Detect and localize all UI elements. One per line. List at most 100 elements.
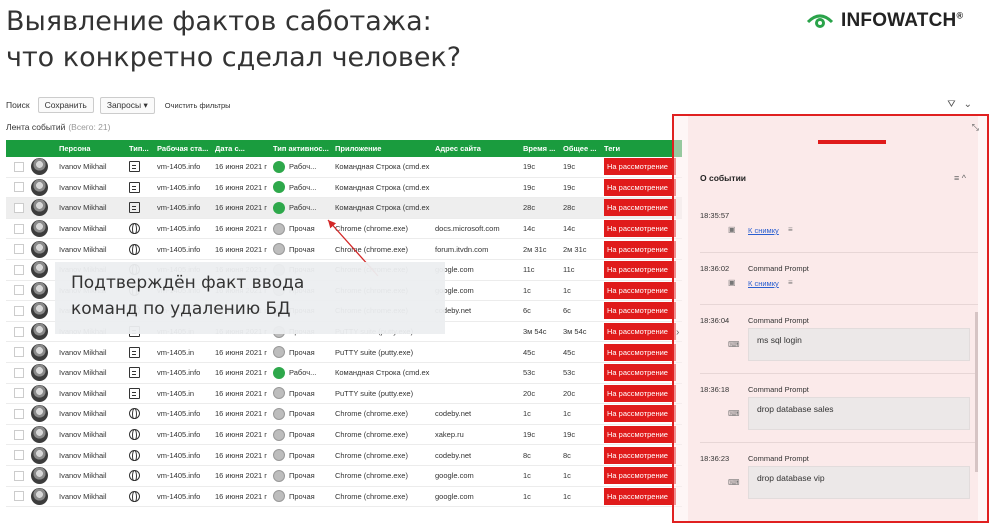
row-checkbox[interactable] [6,347,28,358]
table-row[interactable]: Ivanov Mikhail vm-1405.info 16 июня 2021 г… [6,157,682,178]
copy-icon[interactable]: ≡ [788,278,793,287]
row-tag[interactable]: На рассмотрение [604,467,676,485]
queries-dropdown[interactable]: Запросы ▾ [99,96,155,114]
row-total: 53с [563,368,576,378]
row-tag[interactable]: На рассмотрение [604,178,676,196]
row-checkbox[interactable] [6,223,28,234]
row-tag[interactable]: На рассмотрение [604,405,676,423]
clear-filters-button[interactable]: Очистить фильтры [164,100,231,110]
row-tag[interactable]: На рассмотрение [604,261,676,279]
row-total: 1с [563,409,571,419]
row-tag[interactable]: На рассмотрение [604,343,676,361]
snapshot-link[interactable]: К снимку [748,279,779,288]
row-checkbox[interactable] [6,305,28,316]
row-total: 19с [563,162,576,172]
row-activity: Прочая [270,469,332,482]
row-checkbox[interactable] [6,491,28,502]
row-checkbox[interactable] [6,202,28,213]
row-workstation: vm-1405.in [157,347,195,357]
row-time: 20с [523,388,536,398]
row-checkbox[interactable] [6,264,28,275]
panel-sort-collapse-icons[interactable]: ≡ ^ [954,173,966,183]
collapse-icon[interactable]: ⌄ [963,99,972,110]
row-date: 16 июня 2021 г [215,347,268,357]
expand-icon[interactable]: ⤡ [971,122,979,132]
header-activity[interactable]: Тип активнос... [273,144,329,153]
header-site[interactable]: Адрес сайта [435,144,481,153]
globe-icon [126,449,154,461]
save-button[interactable]: Сохранить [37,97,94,113]
feed-label: Лента событий (Всего: 21) [6,122,110,132]
table-row[interactable]: Ivanov Mikhail vm-1405.info 16 июня 2021 г… [6,239,682,260]
row-app: Командная Строка (cmd.ex [335,182,430,192]
table-row[interactable]: Ivanov Mikhail vm-1405.info 16 июня 2021 г… [6,178,682,199]
table-row[interactable]: Ivanov Mikhail vm-1405.info 16 июня 2021 г… [6,219,682,240]
status-badge: На рассмотрение [604,199,676,217]
row-checkbox[interactable] [6,326,28,337]
row-checkbox[interactable] [6,388,28,399]
panel-scrollbar[interactable] [975,312,978,472]
row-workstation: vm-1405.info [157,450,201,460]
avatar [28,446,56,464]
row-workstation: vm-1405.info [157,224,201,234]
row-tag[interactable]: На рассмотрение [604,364,676,382]
table-row[interactable]: Ivanov Mikhail vm-1405.info 16 июня 2021 г… [6,487,682,508]
table-row[interactable]: Ivanov Mikhail vm-1405.in 16 июня 2021 г Пр… [6,384,682,405]
header-app[interactable]: Приложение [335,144,382,153]
row-tag[interactable]: На рассмотрение [604,220,676,238]
copy-icon[interactable]: ≡ [788,225,793,234]
table-row[interactable]: Ivanov Mikhail vm-1405.info 16 июня 2021 г… [6,363,682,384]
row-checkbox[interactable] [6,161,28,172]
row-time: 14с [523,224,536,234]
status-badge: На рассмотрение [604,178,676,196]
row-tag[interactable]: На рассмотрение [604,199,676,217]
row-site: google.com [435,491,474,501]
row-tag[interactable]: На рассмотрение [604,384,676,402]
status-badge: На рассмотрение [604,323,676,341]
row-app: Командная Строка (cmd.ex [335,203,430,213]
row-tag[interactable]: На рассмотрение [604,487,676,505]
row-tag[interactable]: На рассмотрение [604,240,676,258]
table-row[interactable]: Ivanov Mikhail vm-1405.info 16 июня 2021 г… [6,198,682,219]
panel-drag-handle[interactable] [818,140,886,144]
header-type[interactable]: Тип... [129,144,149,153]
header-person[interactable]: Персона [59,144,91,153]
table-row[interactable]: Ivanov Mikhail vm-1405.info 16 июня 2021 г… [6,404,682,425]
row-tag[interactable]: На рассмотрение [604,158,676,176]
callout-line2: команд по удалению БД [71,299,291,319]
panel-collapse-arrow-icon[interactable]: › [676,327,680,338]
row-tag[interactable]: На рассмотрение [604,302,676,320]
table-row[interactable]: Ivanov Mikhail vm-1405.info 16 июня 2021 г… [6,425,682,446]
event-divider [700,252,978,253]
row-checkbox[interactable] [6,285,28,296]
row-checkbox[interactable] [6,429,28,440]
header-date[interactable]: Дата с... [215,144,245,153]
row-activity: Прочая [270,490,332,503]
header-total[interactable]: Общее ... [563,144,597,153]
event-text-box: ms sql login [748,328,970,361]
header-time[interactable]: Время ... [523,144,556,153]
table-row[interactable]: Ivanov Mikhail vm-1405.info 16 июня 2021 г… [6,466,682,487]
event-divider [700,442,978,443]
table-row[interactable]: Ivanov Mikhail vm-1405.in 16 июня 2021 г Пр… [6,342,682,363]
row-tag[interactable]: На рассмотрение [604,446,676,464]
row-tag[interactable]: На рассмотрение [604,281,676,299]
row-tag[interactable]: На рассмотрение [604,426,676,444]
row-site: google.com [435,285,474,295]
row-time: 19с [523,430,536,440]
activity-status-icon [273,181,285,194]
header-tags[interactable]: Теги [604,144,621,153]
filter-icon[interactable]: ⛛ [947,99,956,110]
row-checkbox[interactable] [6,450,28,461]
row-tag[interactable]: На рассмотрение [604,323,676,341]
event-time: 18:36:18 [700,385,730,394]
row-checkbox[interactable] [6,244,28,255]
search-link[interactable]: Поиск [6,100,30,110]
row-checkbox[interactable] [6,470,28,481]
row-checkbox[interactable] [6,182,28,193]
table-row[interactable]: Ivanov Mikhail vm-1405.info 16 июня 2021 г… [6,445,682,466]
header-workstation[interactable]: Рабочая ста... [157,144,209,153]
row-checkbox[interactable] [6,367,28,378]
snapshot-link[interactable]: К снимку [748,226,779,235]
row-checkbox[interactable] [6,408,28,419]
